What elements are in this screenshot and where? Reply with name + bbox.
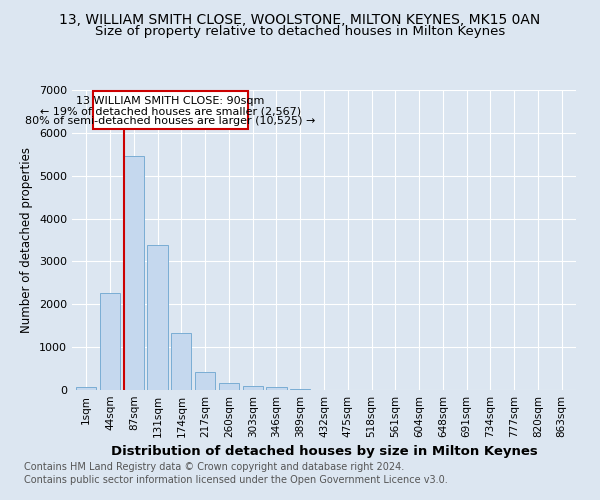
Y-axis label: Number of detached properties: Number of detached properties <box>20 147 34 333</box>
Bar <box>266 388 287 390</box>
Text: 13 WILLIAM SMITH CLOSE: 90sqm: 13 WILLIAM SMITH CLOSE: 90sqm <box>76 96 265 106</box>
Bar <box>195 372 215 390</box>
Text: 13, WILLIAM SMITH CLOSE, WOOLSTONE, MILTON KEYNES, MK15 0AN: 13, WILLIAM SMITH CLOSE, WOOLSTONE, MILT… <box>59 12 541 26</box>
Bar <box>219 383 239 390</box>
Bar <box>242 386 263 390</box>
Bar <box>100 292 120 390</box>
Bar <box>290 388 310 390</box>
Bar <box>124 156 144 390</box>
Bar <box>148 244 167 390</box>
X-axis label: Distribution of detached houses by size in Milton Keynes: Distribution of detached houses by size … <box>110 446 538 458</box>
Text: Contains HM Land Registry data © Crown copyright and database right 2024.: Contains HM Land Registry data © Crown c… <box>24 462 404 472</box>
Bar <box>171 333 191 390</box>
Text: Contains public sector information licensed under the Open Government Licence v3: Contains public sector information licen… <box>24 475 448 485</box>
Bar <box>76 388 97 390</box>
Text: 80% of semi-detached houses are larger (10,525) →: 80% of semi-detached houses are larger (… <box>25 116 316 126</box>
Text: Size of property relative to detached houses in Milton Keynes: Size of property relative to detached ho… <box>95 25 505 38</box>
Text: ← 19% of detached houses are smaller (2,567): ← 19% of detached houses are smaller (2,… <box>40 106 301 116</box>
FancyBboxPatch shape <box>94 91 248 130</box>
